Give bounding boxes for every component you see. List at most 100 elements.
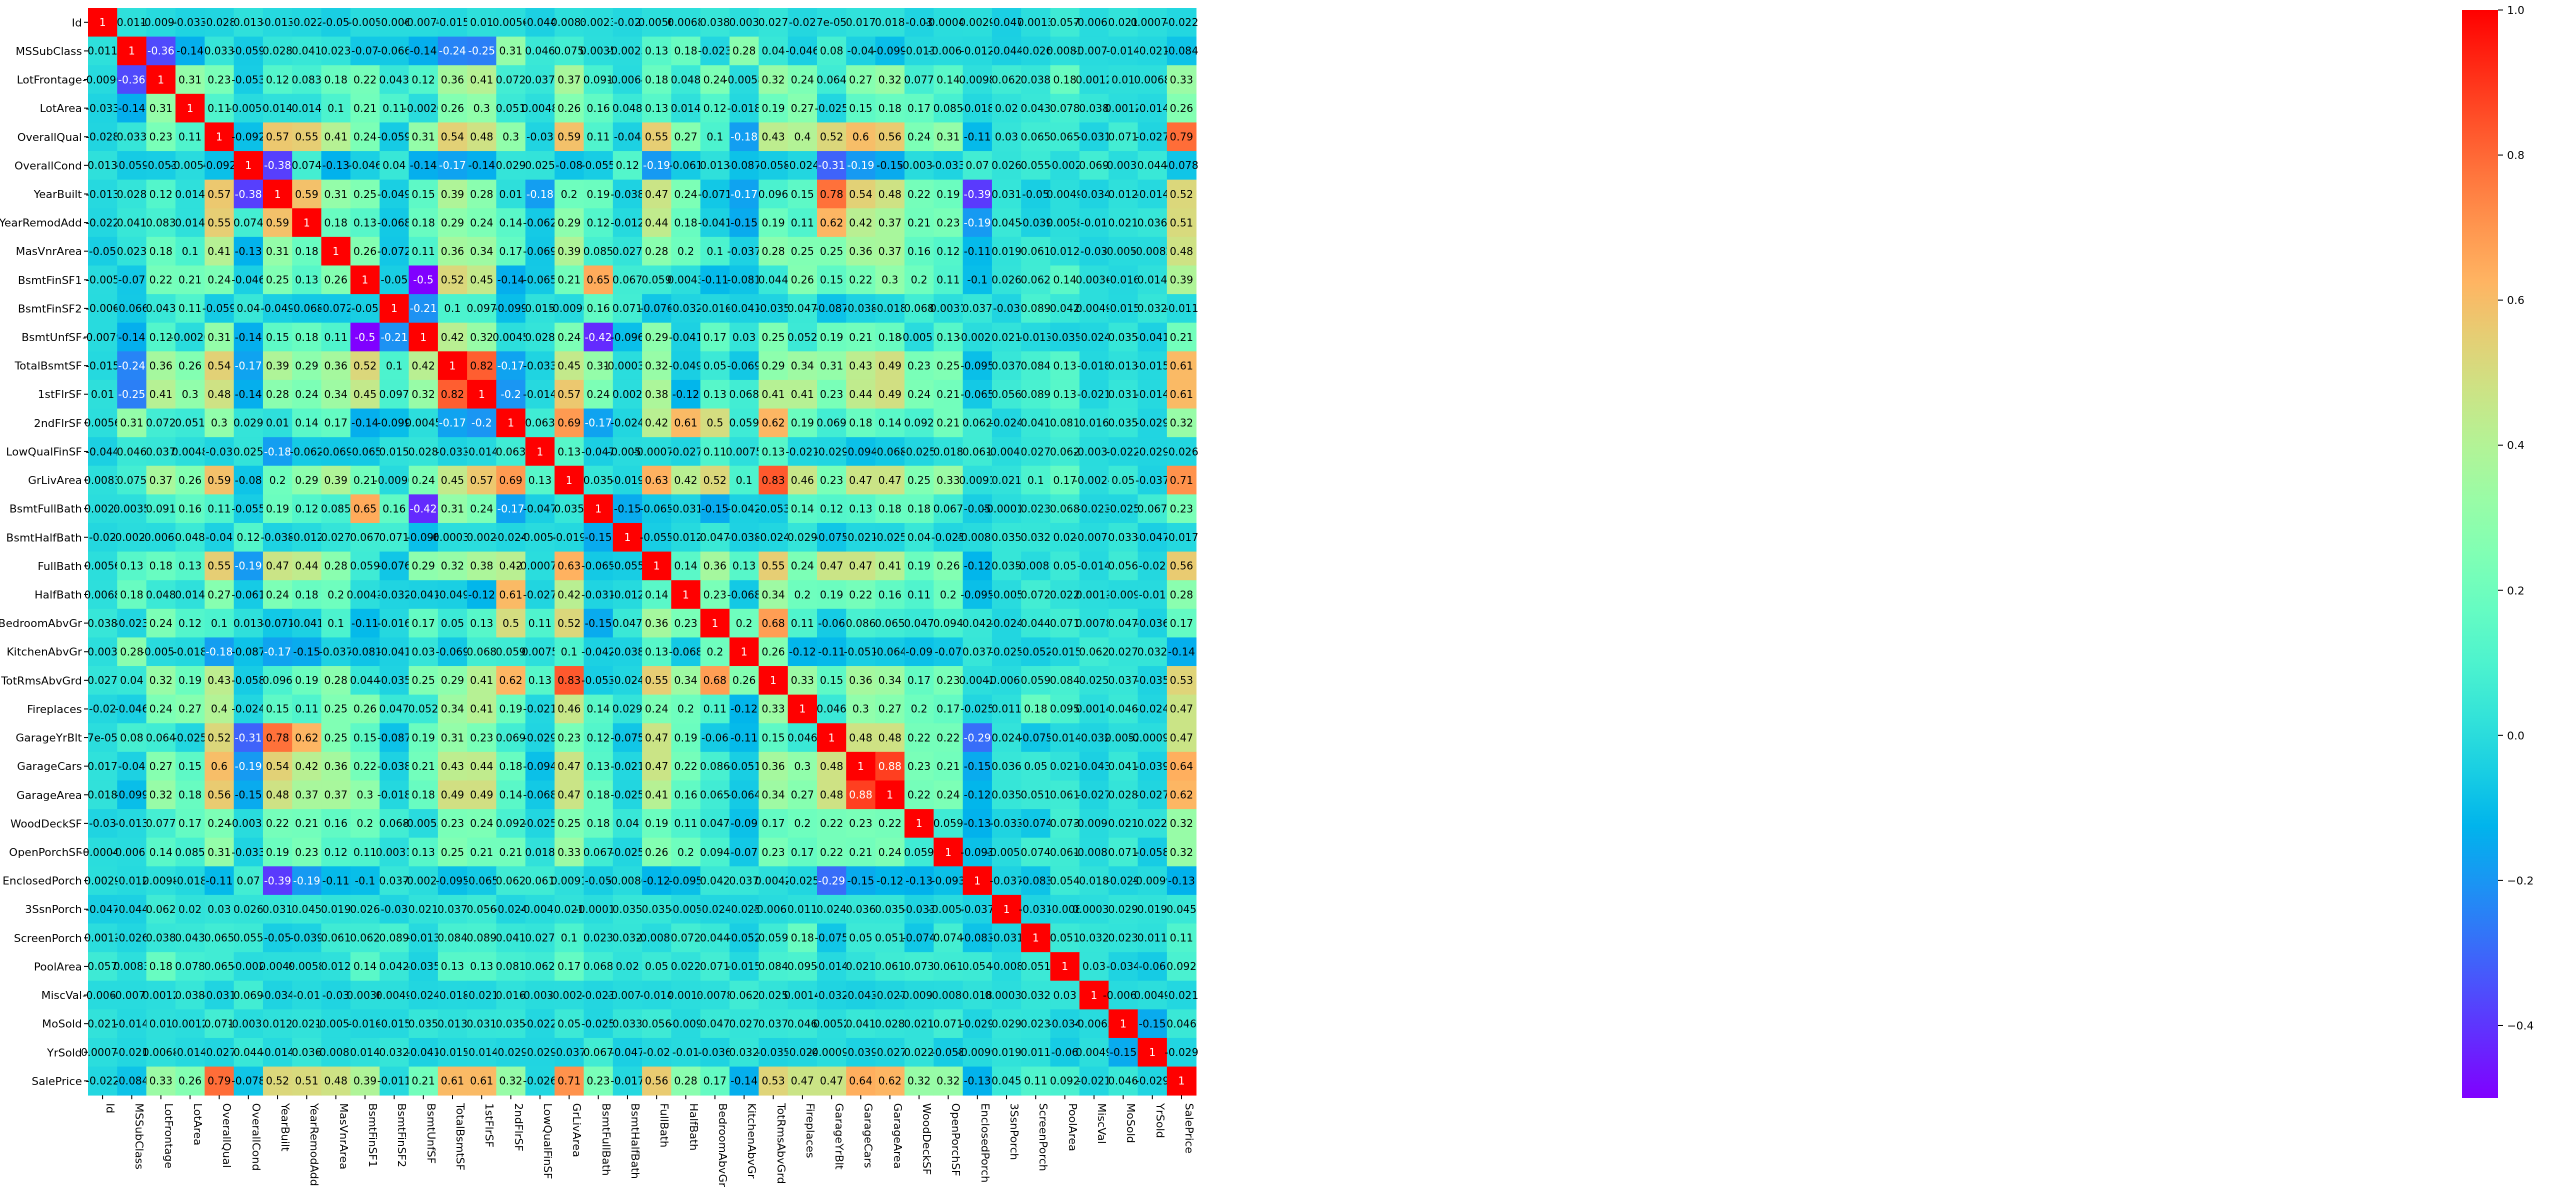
cell-value-label: -0.058	[231, 675, 265, 687]
cell-value-label: -0.035	[1135, 675, 1169, 687]
heatmap-cell	[962, 93, 993, 123]
x-tick-label: GarageArea	[891, 1103, 904, 1169]
heatmap-cell	[700, 151, 730, 181]
cell-value-label: 0.37	[878, 217, 901, 229]
cell-value-label: 0.44	[849, 389, 873, 401]
cell-value-label: -0.15	[293, 647, 320, 659]
cell-value-label: 0.3	[502, 132, 519, 144]
cell-value-label: 0.048	[612, 103, 642, 115]
cell-value-label: 0.43	[208, 675, 231, 687]
cell-value-label: 0.25	[324, 704, 347, 716]
cell-value-label: 0.12	[616, 160, 639, 172]
cell-value-label: 0.41	[762, 389, 785, 401]
cell-value-label: 0.13	[703, 389, 726, 401]
cell-value-label: -0.03	[381, 904, 408, 916]
heatmap-cell	[1137, 36, 1168, 66]
cell-value-label: 0.029	[1108, 904, 1138, 916]
cell-value-label: 0.13	[732, 561, 755, 573]
cell-value-label: 0.051	[496, 103, 526, 115]
heatmap-cell	[642, 8, 672, 38]
cell-value-label: 0.33	[1170, 74, 1193, 86]
cell-value-label: 0.12	[820, 503, 843, 515]
heatmap-cell	[233, 208, 264, 238]
cell-value-label: 0.23	[1170, 503, 1193, 515]
cell-value-label: 0.29	[557, 217, 580, 229]
cell-value-label: -0.046	[231, 275, 265, 287]
cell-value-label: 0.47	[1170, 704, 1193, 716]
cell-value-label: 0.25	[441, 847, 464, 859]
cell-value-label: -0.075	[815, 933, 849, 945]
cell-value-label: -0.013	[406, 933, 440, 945]
heatmap-cell	[729, 36, 760, 66]
heatmap-cell	[233, 151, 264, 181]
cell-value-label: -0.024	[990, 618, 1024, 630]
cell-value-label: 0.29	[441, 217, 464, 229]
cell-value-label: 0.26	[178, 475, 202, 487]
heatmap-cell	[496, 151, 526, 181]
cell-value-label: 0.41	[149, 389, 172, 401]
cell-value-label: 0.026	[992, 160, 1022, 172]
y-tick-label: MoSold	[42, 1018, 82, 1031]
cell-value-label: -0.038	[611, 189, 645, 201]
cell-value-label: -0.049	[436, 589, 470, 601]
heatmap-cell	[612, 265, 643, 295]
heatmap-cell	[554, 208, 585, 238]
heatmap-cell	[700, 93, 730, 123]
cell-value-label: 0.015	[379, 446, 409, 458]
cell-value-label: 0.0012	[172, 1018, 209, 1030]
cell-value-label: 0.011	[1021, 1047, 1051, 1059]
heatmap-cell	[729, 122, 760, 152]
x-tick-label: LotArea	[191, 1103, 204, 1145]
cell-value-label: 0.27	[849, 74, 872, 86]
cell-value-label: -0.037	[552, 1047, 586, 1059]
cell-value-label: 0.028	[1108, 790, 1138, 802]
cell-value-label: 0.013	[233, 17, 263, 29]
cell-value-label: 0.1	[707, 246, 724, 258]
cell-value-label: 0.067	[1137, 503, 1167, 515]
x-tick-label: Id	[104, 1103, 117, 1113]
cell-value-label: 0.2	[561, 189, 578, 201]
cell-value-label: 0.21	[353, 103, 376, 115]
x-tick-label: LotFrontage	[162, 1103, 175, 1169]
cell-value-label: -0.099	[494, 303, 528, 315]
cell-value-label: -0.043	[1077, 761, 1111, 773]
cell-value-label: -0.19	[643, 160, 670, 172]
cell-value-label: -0.05	[1022, 189, 1049, 201]
x-tick-label: SalePrice	[1183, 1103, 1196, 1154]
heatmap-cell	[962, 65, 993, 95]
cell-value-label: 0.17	[937, 704, 960, 716]
cell-value-label: 0.01	[91, 389, 114, 401]
colorbar-tick-label: −0.2	[2507, 874, 2534, 887]
cell-value-label: 0.25	[791, 246, 814, 258]
cell-value-label: -0.038	[611, 647, 645, 659]
y-tick-label: LotArea	[40, 102, 82, 115]
cell-value-label: 0.059	[933, 818, 963, 830]
cell-value-label: 0.36	[324, 761, 348, 773]
heatmap-cell	[204, 151, 235, 181]
cell-value-label: 0.045	[992, 217, 1022, 229]
cell-value-label: 0.12	[178, 618, 201, 630]
heatmap-cell	[1137, 93, 1168, 123]
heatmap-cell	[729, 151, 760, 181]
cell-value-label: -0.0082	[1132, 246, 1173, 258]
cell-value-label: 0.23	[937, 217, 960, 229]
cell-value-label: -0.041	[377, 647, 411, 659]
heatmap-cell	[554, 36, 585, 66]
cell-value-label: 0.062	[1079, 647, 1109, 659]
cell-value-label: -0.014	[1135, 389, 1169, 401]
heatmap-cell	[233, 36, 264, 66]
cell-value-label: -0.024	[1077, 332, 1111, 344]
heatmap-cell	[642, 93, 672, 123]
cell-value-label: 0.57	[470, 475, 493, 487]
cell-value-label: 0.071	[1108, 847, 1138, 859]
cell-value-label: 0.34	[674, 675, 698, 687]
heatmap-cell	[554, 179, 585, 209]
heatmap-cell	[1021, 8, 1051, 38]
heatmap-cell	[875, 36, 905, 66]
cell-value-label: 1	[1032, 933, 1039, 945]
cell-value-label: 0.13	[1053, 360, 1076, 372]
cell-value-label: -0.033	[931, 160, 965, 172]
cell-value-label: 0.2	[357, 818, 374, 830]
cell-value-label: 0.34	[791, 360, 815, 372]
cell-value-label: 0.0083	[113, 961, 150, 973]
